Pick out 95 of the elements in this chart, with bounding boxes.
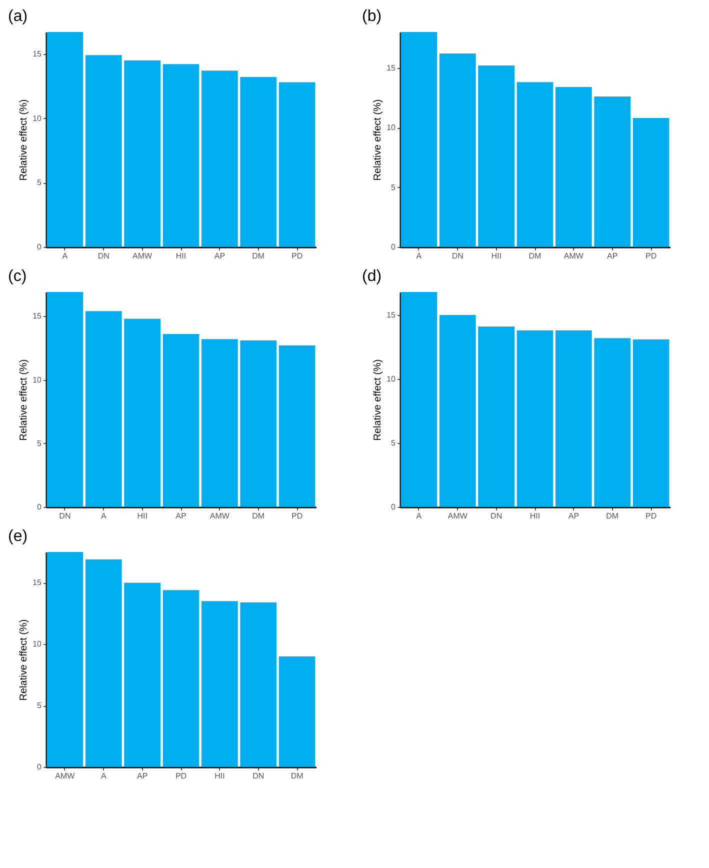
- y-tick-label: 0: [391, 502, 396, 512]
- x-tick-label: AMW: [132, 252, 153, 260]
- y-tick-label: 5: [391, 438, 396, 448]
- x-tick-label: AMW: [55, 772, 76, 780]
- x-tick-label: HII: [137, 512, 148, 520]
- y-tick-label: 10: [32, 375, 42, 384]
- x-tick-label: DN: [98, 252, 110, 260]
- x-tick-label: HII: [176, 252, 186, 260]
- bar: [478, 326, 514, 507]
- bar: [556, 86, 592, 247]
- x-tick-label: HII: [530, 512, 540, 520]
- x-tick-label: HII: [491, 252, 502, 260]
- bar: [240, 77, 277, 247]
- y-axis-title: Relative effect (%): [18, 99, 30, 181]
- bar: [278, 82, 316, 247]
- bar: [478, 65, 514, 247]
- y-tick-label: 10: [32, 640, 42, 649]
- y-tick-label: 15: [32, 312, 42, 321]
- chart-title: (d): [362, 268, 382, 285]
- x-tick-label: PD: [291, 512, 303, 520]
- x-tick-label: PD: [291, 252, 303, 260]
- bar: [240, 602, 277, 767]
- bar: [162, 590, 200, 767]
- y-tick-label: 5: [391, 182, 396, 192]
- x-tick-label: DM: [606, 512, 619, 520]
- x-tick-label: DM: [252, 252, 265, 260]
- y-axis-title: Relative effect (%): [372, 99, 384, 181]
- x-tick-label: DM: [290, 772, 304, 780]
- bar: [594, 96, 631, 247]
- bar: [162, 334, 200, 507]
- x-tick-label: DN: [452, 252, 464, 260]
- bar: [202, 70, 238, 247]
- x-tick-label: AMW: [564, 252, 584, 260]
- y-tick-label: 5: [37, 701, 42, 710]
- bar: [594, 338, 631, 507]
- x-tick-label: DN: [252, 772, 264, 780]
- bar: [124, 60, 160, 247]
- bar: [278, 656, 316, 767]
- x-tick-label: AP: [136, 772, 148, 780]
- bar: [202, 339, 238, 507]
- bar: [124, 318, 160, 507]
- y-tick-label: 15: [386, 63, 396, 72]
- chart-title: (c): [8, 268, 27, 285]
- x-tick-label: PD: [645, 512, 657, 520]
- y-tick-label: 5: [37, 438, 42, 448]
- bar: [632, 118, 670, 247]
- chart-title: (e): [8, 528, 28, 545]
- x-tick-label: DM: [252, 512, 265, 520]
- y-tick-label: 15: [32, 49, 42, 58]
- bar: [516, 330, 554, 507]
- x-tick-label: DN: [490, 512, 502, 520]
- x-tick-label: AP: [214, 252, 226, 260]
- chart-title: (b): [362, 8, 382, 25]
- y-axis-title: Relative effect (%): [18, 359, 30, 441]
- x-tick-label: AMW: [448, 512, 468, 520]
- x-tick-label: A: [100, 772, 107, 780]
- bar: [556, 330, 592, 507]
- bar: [516, 82, 554, 247]
- y-axis-title: Relative effect (%): [372, 359, 384, 441]
- bar: [278, 345, 316, 507]
- x-tick-label: AP: [176, 512, 186, 520]
- x-tick-label: PD: [175, 772, 187, 780]
- x-tick-label: A: [416, 252, 422, 260]
- y-tick-label: 10: [386, 123, 396, 132]
- y-tick-label: 10: [386, 374, 396, 384]
- y-tick-label: 0: [37, 762, 42, 772]
- y-tick-label: 0: [391, 242, 396, 252]
- bar: [85, 55, 122, 247]
- bar: [632, 339, 670, 507]
- bar: [439, 54, 476, 247]
- x-tick-label: DM: [528, 252, 542, 260]
- bar: [240, 340, 277, 507]
- x-tick-label: DN: [59, 512, 71, 520]
- y-tick-label: 10: [32, 114, 42, 123]
- bar: [124, 582, 160, 767]
- x-tick-label: A: [416, 512, 422, 520]
- chart-title: (a): [8, 8, 28, 25]
- bar: [85, 311, 122, 507]
- bar: [85, 559, 122, 767]
- y-axis-title: Relative effect (%): [18, 619, 30, 701]
- y-tick-label: 15: [32, 578, 42, 588]
- x-tick-label: AP: [568, 512, 580, 520]
- y-tick-label: 0: [37, 242, 42, 252]
- x-tick-label: AMW: [210, 512, 230, 520]
- x-tick-label: AP: [607, 252, 618, 260]
- bar: [439, 315, 476, 507]
- bar: [202, 601, 238, 767]
- y-tick-label: 15: [386, 310, 396, 320]
- x-tick-label: A: [100, 512, 107, 520]
- bar: [162, 64, 200, 247]
- x-tick-label: HII: [214, 772, 225, 780]
- x-tick-label: PD: [645, 252, 657, 260]
- y-tick-label: 5: [37, 178, 42, 188]
- x-tick-label: A: [62, 252, 68, 260]
- y-tick-label: 0: [37, 502, 42, 512]
